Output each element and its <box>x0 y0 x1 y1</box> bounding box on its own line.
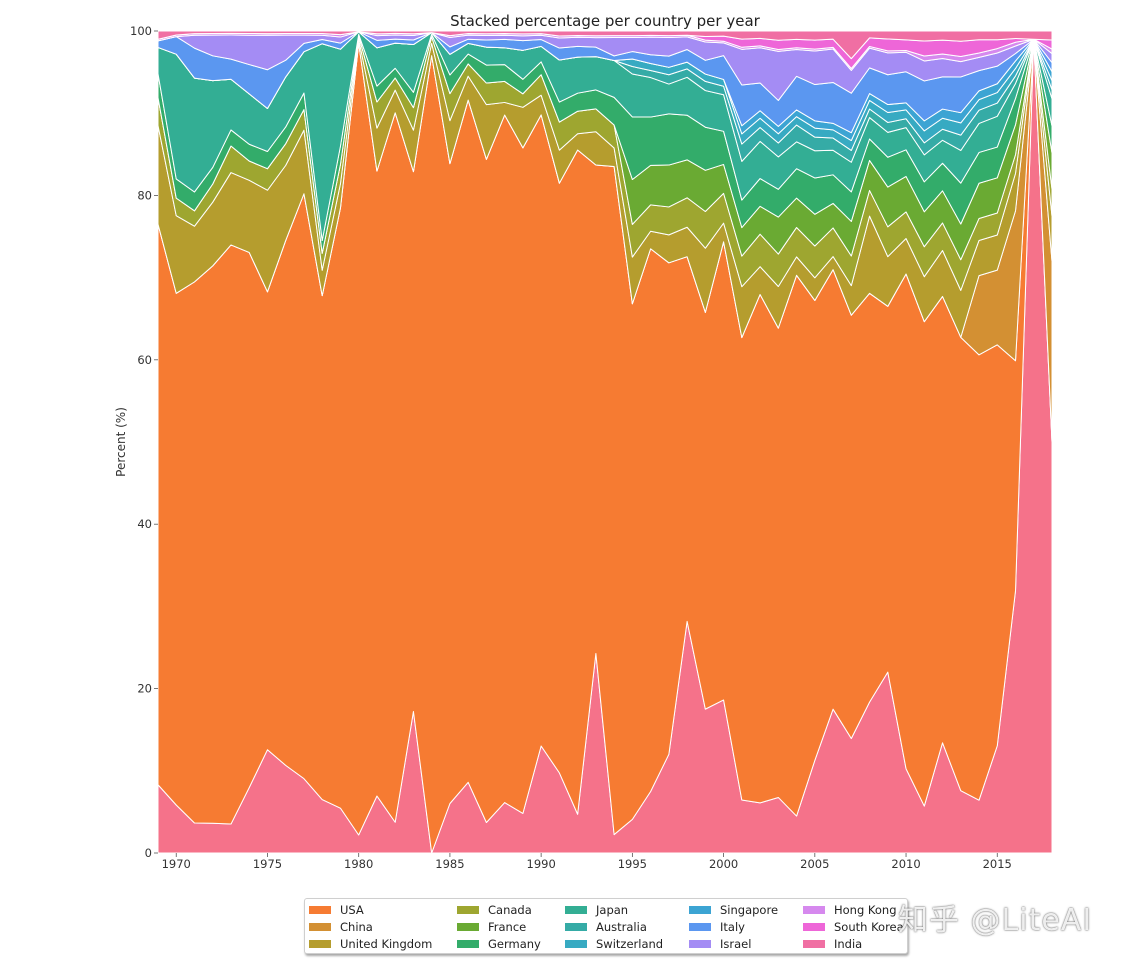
legend-item-singapore: Singapore <box>689 903 778 917</box>
y-tick-label: 0 <box>145 846 152 860</box>
legend-item-germany: Germany <box>457 937 541 951</box>
legend-swatch <box>689 940 711 948</box>
x-tick-label: 1985 <box>435 857 464 871</box>
legend-swatch <box>803 940 825 948</box>
legend-swatch <box>457 940 479 948</box>
x-tick-label: 2010 <box>891 857 920 871</box>
legend-label: Germany <box>488 937 541 951</box>
chart-legend: USA China United Kingdom Canada France German… <box>304 898 908 954</box>
y-tick-label: 80 <box>137 188 152 202</box>
legend-label: France <box>488 920 527 934</box>
legend-item-united-kingdom: United Kingdom <box>309 937 432 951</box>
y-axis-label: Percent (%) <box>114 407 128 477</box>
legend-label: United Kingdom <box>340 937 433 951</box>
legend-swatch <box>457 923 479 931</box>
legend-swatch <box>565 940 587 948</box>
y-tick-label: 20 <box>137 682 152 696</box>
legend-swatch <box>309 940 331 948</box>
legend-swatch <box>565 906 587 914</box>
legend-label: Italy <box>720 920 745 934</box>
x-tick-label: 1990 <box>527 857 556 871</box>
x-tick-label: 2015 <box>983 857 1012 871</box>
legend-item-italy: Italy <box>689 920 745 934</box>
x-tick-label: 1970 <box>162 857 191 871</box>
legend-label: Singapore <box>720 903 779 917</box>
legend-item-hong-kong: Hong Kong <box>803 903 897 917</box>
legend-item-south-korea: South Korea <box>803 920 904 934</box>
y-tick-label: 100 <box>130 24 152 38</box>
legend-swatch <box>309 923 331 931</box>
legend-label: China <box>340 920 373 934</box>
legend-label: Japan <box>596 903 629 917</box>
legend-label: Hong Kong <box>834 903 897 917</box>
area-series-india-15 <box>157 30 1053 60</box>
x-axis: 1970 1975 1980 1985 1990 1995 2000 2005 2010 2015 <box>162 853 1012 871</box>
legend-label: Israel <box>720 937 752 951</box>
legend-swatch <box>309 906 331 914</box>
legend-swatch <box>689 906 711 914</box>
legend-swatch <box>457 906 479 914</box>
legend-item-usa: USA <box>309 903 364 917</box>
legend-swatch <box>803 923 825 931</box>
legend-label: Canada <box>488 903 532 917</box>
legend-item-israel: Israel <box>689 937 751 951</box>
watermark: 知乎 @LiteAI <box>898 903 1093 938</box>
y-tick-label: 40 <box>137 517 152 531</box>
legend-label: Switzerland <box>596 937 664 951</box>
area-layers <box>157 30 1053 854</box>
legend-item-india: India <box>803 937 862 951</box>
x-tick-label: 1975 <box>253 857 282 871</box>
legend-item-china: China <box>309 920 373 934</box>
legend-swatch <box>803 906 825 914</box>
x-tick-label: 2005 <box>800 857 829 871</box>
chart-title: Stacked percentage per country per year <box>450 12 760 30</box>
legend-label: USA <box>340 903 364 917</box>
legend-label: Australia <box>596 920 647 934</box>
x-tick-label: 1980 <box>344 857 373 871</box>
legend-item-canada: Canada <box>457 903 532 917</box>
legend-item-switzerland: Switzerland <box>565 937 663 951</box>
legend-item-japan: Japan <box>565 903 628 917</box>
legend-label: South Korea <box>834 920 904 934</box>
legend-item-australia: Australia <box>565 920 647 934</box>
y-axis: 0 20 40 60 80 100 <box>130 24 158 860</box>
legend-swatch <box>689 923 711 931</box>
legend-swatch <box>565 923 587 931</box>
x-tick-label: 1995 <box>618 857 647 871</box>
y-tick-label: 60 <box>137 353 152 367</box>
x-tick-label: 2000 <box>709 857 738 871</box>
legend-item-france: France <box>457 920 526 934</box>
legend-label: India <box>834 937 863 951</box>
